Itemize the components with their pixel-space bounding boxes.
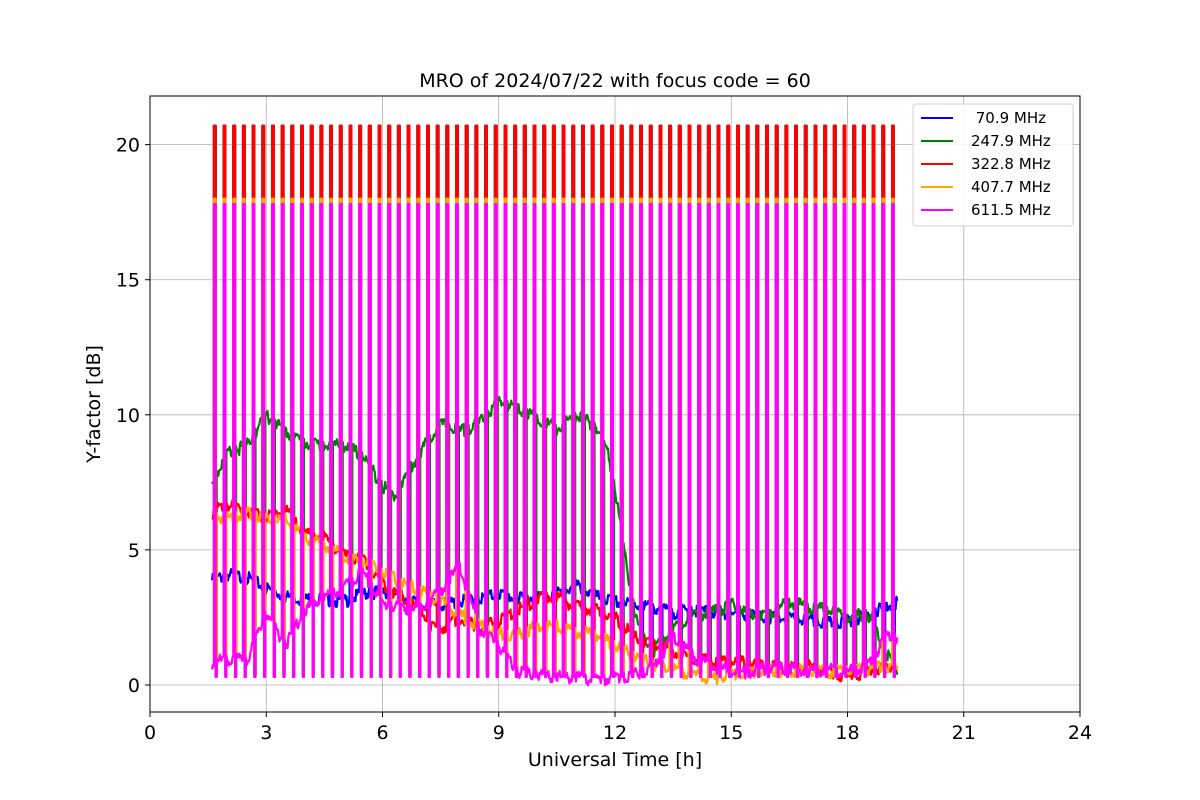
x-tick-label: 12 <box>603 722 627 744</box>
x-tick-label: 18 <box>835 722 859 744</box>
y-axis-label: Y-factor [dB] <box>83 345 105 464</box>
x-tick-label: 6 <box>376 722 388 744</box>
chart-title: MRO of 2024/07/22 with focus code = 60 <box>419 70 811 92</box>
y-tick-label: 5 <box>128 540 140 562</box>
x-tick-label: 24 <box>1068 722 1092 744</box>
y-tick-label: 20 <box>116 135 140 157</box>
series-line-611-5-mhz <box>210 203 899 687</box>
legend-entry-611-5-mhz: 611.5 MHz <box>971 201 1051 219</box>
legend-entry-247-9-mhz: 247.9 MHz <box>971 132 1051 150</box>
legend-entry-322-8-mhz: 322.8 MHz <box>971 155 1051 173</box>
legend-entry-70-9-mhz: 70.9 MHz <box>971 109 1046 127</box>
y-tick-label: 0 <box>128 675 140 697</box>
x-axis-label: Universal Time [h] <box>528 749 702 771</box>
y-tick-label: 10 <box>116 405 140 427</box>
x-tick-label: 3 <box>260 722 272 744</box>
legend: 70.9 MHz 247.9 MHz 322.8 MHz 407.7 MHz 611.5… <box>912 103 1074 227</box>
x-tick-label: 0 <box>144 722 156 744</box>
x-tick-label: 21 <box>952 722 976 744</box>
legend-entry-407-7-mhz: 407.7 MHz <box>971 178 1051 196</box>
legend-box <box>912 103 1074 227</box>
x-tick-label: 15 <box>719 722 743 744</box>
ticks: 0 3 6 9 12 15 18 21 24 0 5 10 15 20 <box>116 135 1092 744</box>
y-tick-label: 15 <box>116 270 140 292</box>
x-tick-label: 9 <box>493 722 505 744</box>
series-layer <box>210 124 899 687</box>
